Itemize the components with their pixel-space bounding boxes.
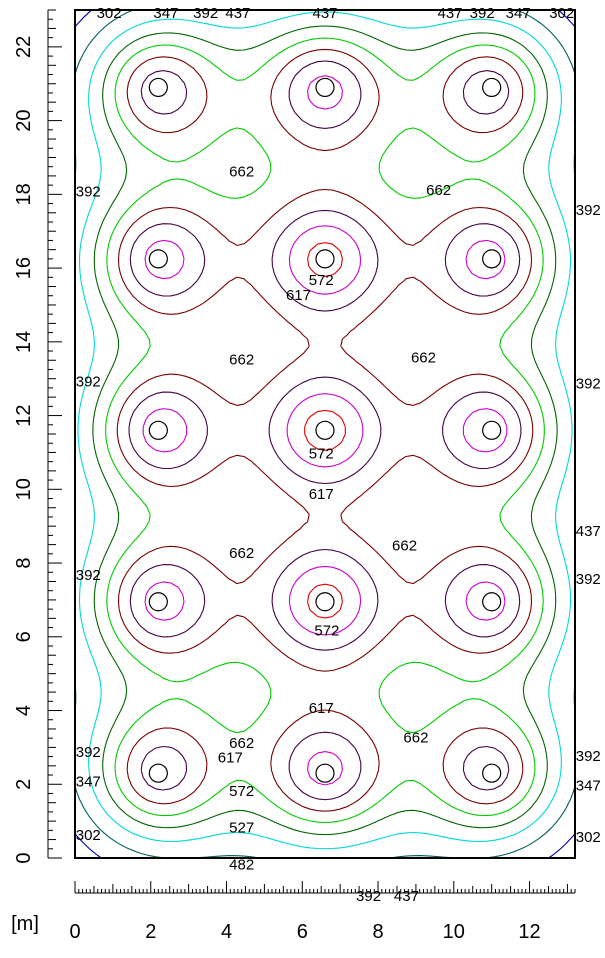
x-tick-label: 2	[145, 921, 156, 943]
contour-label: 662	[229, 545, 254, 562]
contour-label: 392	[470, 5, 495, 22]
y-tick-label: 18	[13, 183, 35, 205]
contour-line-572	[128, 60, 522, 801]
luminaire-marker	[315, 420, 335, 440]
luminaire-marker	[315, 77, 335, 98]
contour-label: 437	[225, 5, 250, 22]
contour-label: 437	[437, 5, 462, 22]
contour-label: 392	[576, 571, 601, 588]
y-axis: 0 2 4 6 8 10 12 14 16 18 20 22	[13, 9, 62, 864]
contour-label: 347	[576, 777, 601, 794]
contour-label: 437	[312, 5, 337, 22]
y-tick-label: 12	[13, 404, 35, 426]
contour-label: 302	[76, 827, 101, 844]
contour-label: 392	[76, 567, 101, 584]
contour-label: 347	[506, 5, 531, 22]
y-tick-label: 20	[13, 109, 35, 131]
contour-label: 347	[76, 774, 101, 791]
luminaire-marker	[148, 249, 168, 269]
contour-label: 662	[229, 735, 254, 752]
contour-label: 437	[394, 888, 419, 905]
contour-label: 662	[411, 350, 436, 367]
contour-label: 572	[314, 622, 339, 639]
x-tick-label: 12	[518, 921, 540, 943]
luminaire-marker	[148, 763, 168, 783]
y-tick-label: 4	[13, 705, 35, 716]
y-tick-label: 10	[13, 478, 35, 500]
contour-label: 572	[229, 783, 254, 800]
luminaire-marker	[482, 249, 502, 269]
contour-label: 617	[218, 750, 243, 767]
contour-line-662	[304, 242, 346, 619]
luminaires-layer	[148, 77, 502, 783]
x-tick-label: 8	[372, 921, 383, 943]
contour-label: 302	[97, 5, 122, 22]
contour-label: 437	[576, 523, 601, 540]
x-axis: 0 2 4 6 8 10 12	[69, 881, 576, 943]
contour-label: 617	[309, 700, 334, 717]
luminaire-marker	[315, 763, 335, 783]
contour-label: 617	[286, 287, 311, 304]
contour-label: 662	[229, 351, 254, 368]
y-tick-label: 16	[13, 257, 35, 279]
y-tick-label: 22	[13, 36, 35, 58]
luminaire-marker	[148, 420, 168, 440]
contour-label: 347	[153, 5, 178, 22]
contour-label: 572	[309, 445, 334, 462]
y-tick-label: 14	[13, 331, 35, 353]
contour-line-527	[116, 48, 534, 812]
x-tick-label: 4	[221, 921, 232, 943]
y-tick-label: 8	[13, 557, 35, 568]
contour-line-617	[142, 75, 508, 786]
contour-label: 392	[356, 888, 381, 905]
luminaire-marker	[482, 763, 502, 783]
y-tick-label: 2	[13, 779, 35, 790]
plot-frame	[74, 9, 576, 859]
luminaire-marker	[482, 77, 502, 98]
x-tick-label: 10	[443, 921, 465, 943]
luminaire-marker	[482, 420, 502, 440]
luminaire-marker	[482, 592, 502, 612]
contour-label: 527	[229, 820, 254, 837]
y-tick-label: 6	[13, 631, 35, 642]
contour-line-482	[105, 37, 545, 824]
luminaire-marker	[315, 592, 335, 612]
contour-label: 302	[576, 829, 601, 846]
contour-label: 302	[549, 5, 574, 22]
contour-label: 662	[426, 182, 451, 199]
contour-label: 392	[76, 374, 101, 391]
contour-label: 392	[193, 5, 218, 22]
contour-label: 392	[76, 184, 101, 201]
contour-line-437	[92, 25, 558, 836]
contour-label: 392	[576, 748, 601, 765]
y-tick-label: 0	[13, 852, 35, 863]
contour-label: 617	[309, 486, 334, 503]
contour-label: 662	[403, 729, 428, 746]
x-tick-label: 6	[297, 921, 308, 943]
contour-label: 662	[229, 163, 254, 180]
contour-label: 392	[76, 744, 101, 761]
contour-label: 662	[392, 538, 417, 555]
x-tick-label: 0	[69, 921, 80, 943]
luminaire-marker	[148, 77, 168, 98]
contour-label: 392	[576, 375, 601, 392]
contour-label: 392	[576, 202, 601, 219]
contour-labels-layer: 302 347 392 437 437 437 392 347 302 662 662 392 392 5…	[76, 5, 601, 905]
luminaire-marker	[148, 592, 168, 612]
contour-label: 482	[229, 857, 254, 874]
luminaire-marker	[315, 249, 335, 269]
unit-label: [m]	[11, 913, 39, 935]
contour-line-392	[77, 11, 573, 850]
contour-label: 572	[309, 272, 334, 289]
